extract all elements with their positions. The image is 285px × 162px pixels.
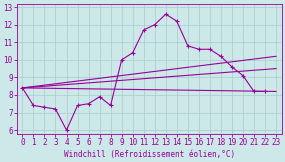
X-axis label: Windchill (Refroidissement éolien,°C): Windchill (Refroidissement éolien,°C) [64,150,235,159]
